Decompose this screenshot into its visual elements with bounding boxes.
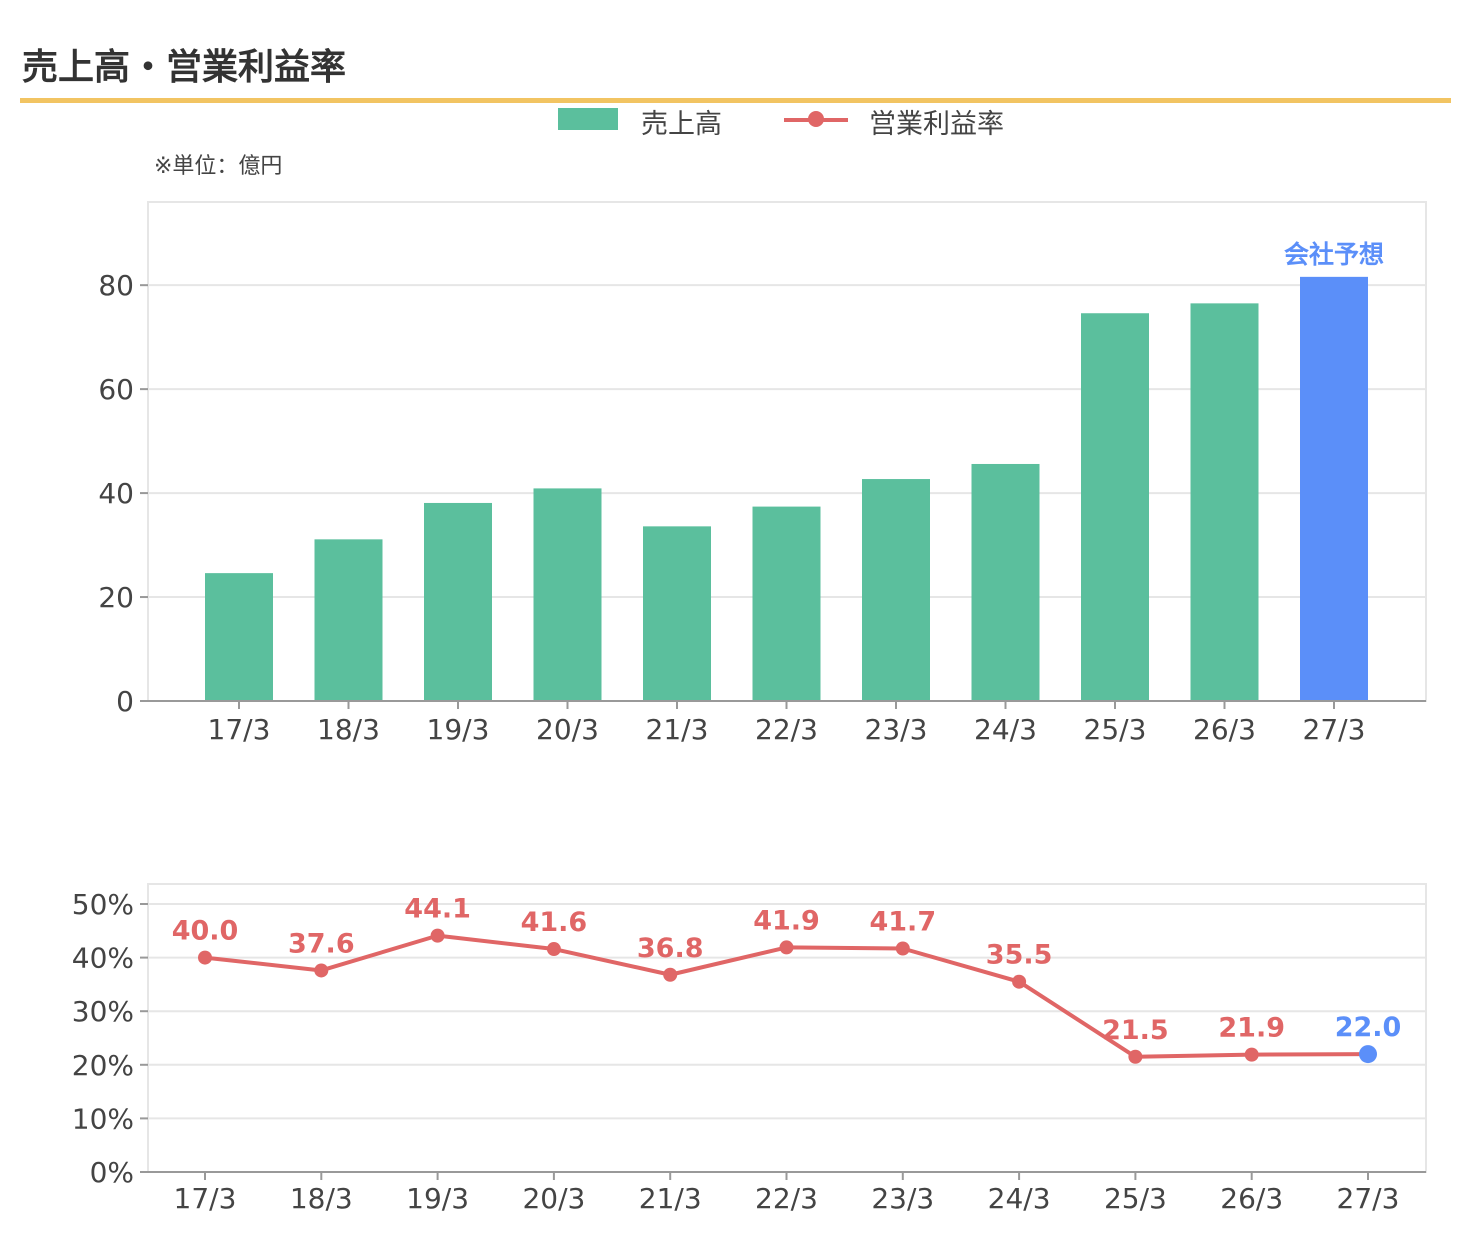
line-x-tick-label: 24/3	[988, 1182, 1051, 1215]
line-x-tick-label: 17/3	[174, 1182, 237, 1215]
line-y-tick-label: 10%	[72, 1102, 134, 1135]
bar-x-tick-label: 26/3	[1193, 713, 1256, 746]
legend-bar-label: 売上高	[641, 109, 722, 140]
bar-x-tick-label: 27/3	[1303, 713, 1366, 746]
bar-x-tick-label: 17/3	[208, 713, 271, 746]
line-x-tick-label: 23/3	[871, 1182, 934, 1215]
line-x-tick-label: 18/3	[290, 1182, 353, 1215]
line-point	[314, 963, 329, 978]
line-point	[895, 941, 910, 956]
forecast-label: 会社予想	[1284, 240, 1384, 269]
line-y-tick-label: 30%	[72, 995, 134, 1028]
bar	[1081, 313, 1149, 701]
line-x-tick-label: 19/3	[406, 1182, 469, 1215]
line-data-label: 21.5	[1102, 1015, 1169, 1046]
line-x-tick-label: 21/3	[639, 1182, 702, 1215]
line-point	[430, 928, 445, 943]
bar-x-tick-label: 22/3	[755, 713, 818, 746]
line-point	[779, 940, 794, 955]
line-data-label: 37.6	[288, 928, 355, 959]
unit-note: ※単位：億円	[154, 154, 283, 179]
line-data-label: 21.9	[1218, 1013, 1285, 1044]
bar-x-tick-label: 21/3	[646, 713, 709, 746]
bar	[643, 526, 711, 701]
line-x-tick-label: 26/3	[1220, 1182, 1283, 1215]
bar-x-tick-label: 18/3	[317, 713, 380, 746]
line-data-label: 40.0	[172, 916, 239, 947]
bar	[862, 479, 930, 701]
line-y-tick-label: 0%	[90, 1156, 134, 1189]
bar-y-tick-label: 60	[98, 373, 134, 406]
line-data-label: 35.5	[986, 940, 1053, 971]
bar-x-tick-label: 23/3	[865, 713, 928, 746]
line-y-tick-label: 20%	[72, 1049, 134, 1082]
bar-x-tick-label: 19/3	[427, 713, 490, 746]
chart-title: 売上高・営業利益率	[22, 47, 347, 88]
line-point-forecast	[1359, 1045, 1377, 1064]
legend: 売上高 営業利益率	[0, 100, 1470, 140]
line-data-label: 44.1	[404, 894, 471, 925]
legend-bar-swatch	[558, 108, 618, 130]
line-point	[1128, 1049, 1143, 1064]
bar-x-tick-label: 24/3	[974, 713, 1037, 746]
line-data-label: 22.0	[1335, 1012, 1402, 1043]
line-point	[1012, 974, 1027, 989]
line-data-label: 41.9	[753, 905, 820, 936]
bar-y-tick-label: 40	[98, 477, 134, 510]
line-x-tick-label: 25/3	[1104, 1182, 1167, 1215]
line-point	[1244, 1047, 1259, 1062]
legend-line-marker	[808, 111, 824, 127]
line-point	[198, 950, 212, 965]
line-point	[546, 942, 561, 957]
bar-forecast	[1300, 276, 1368, 701]
title-underline	[20, 98, 1451, 103]
line-x-tick-label: 27/3	[1337, 1182, 1400, 1215]
bar	[205, 573, 273, 701]
line-point	[663, 967, 678, 982]
bar-x-tick-label: 25/3	[1084, 713, 1147, 746]
bar-x-tick-label: 20/3	[536, 713, 599, 746]
bar	[533, 488, 602, 701]
line-data-label: 36.8	[637, 933, 704, 964]
bar	[314, 539, 383, 701]
bar-y-tick-label: 20	[98, 581, 134, 614]
line-y-tick-label: 50%	[72, 888, 134, 921]
bar-y-tick-label: 0	[116, 685, 134, 718]
line-data-label: 41.7	[869, 906, 936, 937]
legend-line-label: 営業利益率	[869, 109, 1004, 140]
bar	[752, 506, 821, 701]
bar	[971, 463, 1040, 701]
line-x-tick-label: 22/3	[755, 1182, 818, 1215]
bar	[1190, 303, 1259, 701]
bar	[424, 502, 492, 701]
line-x-tick-label: 20/3	[522, 1182, 585, 1215]
bar-y-tick-label: 80	[98, 269, 134, 302]
line-data-label: 41.6	[521, 907, 588, 938]
line-y-tick-label: 40%	[72, 942, 134, 975]
